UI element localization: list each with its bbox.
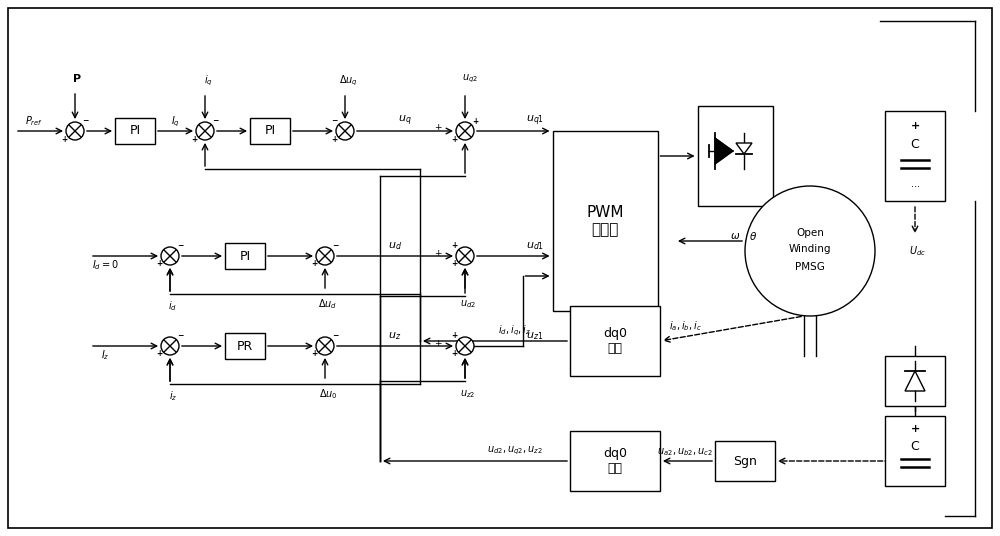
Text: P: P — [73, 74, 81, 84]
Text: PI: PI — [129, 124, 141, 138]
Text: $u_{d1}$: $u_{d1}$ — [526, 240, 544, 252]
Text: ...: ... — [910, 179, 920, 189]
Text: PR: PR — [237, 339, 253, 353]
Text: −: − — [177, 331, 183, 340]
Text: +: + — [451, 349, 458, 359]
Circle shape — [316, 247, 334, 265]
Text: +: + — [191, 135, 198, 144]
Text: +: + — [451, 135, 458, 144]
Text: −: − — [332, 242, 338, 250]
Text: $u_{z1}$: $u_{z1}$ — [526, 330, 544, 342]
Text: −: − — [332, 331, 338, 340]
Text: $u_{q2}$: $u_{q2}$ — [462, 73, 478, 85]
Text: Sgn: Sgn — [733, 455, 757, 467]
Circle shape — [66, 122, 84, 140]
Text: Open: Open — [796, 228, 824, 238]
Text: +: + — [451, 259, 458, 269]
Text: +: + — [61, 135, 68, 144]
Text: PI: PI — [239, 249, 251, 263]
Text: $\theta$: $\theta$ — [749, 230, 757, 242]
Circle shape — [161, 337, 179, 355]
Text: PI: PI — [264, 124, 276, 138]
Text: +: + — [434, 249, 442, 257]
Text: +: + — [156, 349, 163, 359]
Text: dq0
变换: dq0 变换 — [603, 327, 627, 355]
Text: $P_{ref}$: $P_{ref}$ — [25, 114, 43, 128]
Polygon shape — [715, 138, 733, 164]
Circle shape — [456, 122, 474, 140]
Text: $u_{z2}$: $u_{z2}$ — [460, 388, 476, 400]
Circle shape — [196, 122, 214, 140]
Text: $i_d, i_q, i_z$: $i_d, i_q, i_z$ — [498, 324, 532, 338]
Text: $u_d$: $u_d$ — [388, 240, 402, 252]
Text: $\omega$: $\omega$ — [730, 231, 740, 241]
Bar — [225, 333, 265, 359]
Circle shape — [161, 247, 179, 265]
Text: $u_z$: $u_z$ — [388, 330, 402, 342]
Text: $\Delta u_q$: $\Delta u_q$ — [339, 74, 357, 88]
Bar — [552, 131, 658, 311]
Text: −: − — [177, 242, 183, 250]
Text: $u_{d2}$: $u_{d2}$ — [460, 298, 476, 310]
Text: −: − — [212, 116, 218, 125]
Text: $i_z$: $i_z$ — [169, 389, 177, 403]
Text: +: + — [311, 259, 318, 269]
Bar — [698, 106, 772, 206]
Text: $i_q$: $i_q$ — [204, 74, 212, 88]
Text: $i_d$: $i_d$ — [168, 299, 178, 313]
Bar — [570, 431, 660, 491]
Text: Winding: Winding — [789, 244, 831, 254]
Text: $I_d=0$: $I_d=0$ — [92, 258, 118, 272]
Text: C: C — [911, 440, 919, 452]
Text: $u_{q1}$: $u_{q1}$ — [526, 114, 544, 128]
Text: $i_a, i_b, i_c$: $i_a, i_b, i_c$ — [669, 319, 701, 333]
Text: +: + — [434, 339, 442, 347]
Circle shape — [745, 186, 875, 316]
Text: +: + — [910, 121, 920, 131]
Text: −: − — [331, 116, 338, 125]
Text: +: + — [910, 424, 920, 434]
Circle shape — [456, 337, 474, 355]
Text: $\Delta u_0$: $\Delta u_0$ — [319, 387, 337, 401]
Circle shape — [336, 122, 354, 140]
Text: +: + — [311, 349, 318, 359]
Bar — [885, 416, 945, 486]
Text: dq0
变换: dq0 变换 — [603, 447, 627, 475]
Bar — [885, 356, 945, 406]
Text: $I_z$: $I_z$ — [101, 348, 109, 362]
Text: C: C — [911, 138, 919, 151]
Text: $u_q$: $u_q$ — [398, 114, 412, 128]
Text: $\Delta u_d$: $\Delta u_d$ — [318, 297, 338, 311]
Text: PWM
发生器: PWM 发生器 — [586, 205, 624, 237]
Text: $u_{d2}, u_{q2}, u_{z2}$: $u_{d2}, u_{q2}, u_{z2}$ — [487, 445, 543, 457]
Text: PMSG: PMSG — [795, 262, 825, 272]
Text: −: − — [82, 116, 88, 125]
Bar — [715, 441, 775, 481]
Text: +: + — [451, 242, 458, 250]
Text: +: + — [156, 259, 163, 269]
Text: +: + — [434, 123, 442, 132]
Polygon shape — [736, 143, 752, 154]
Bar — [570, 306, 660, 376]
Bar — [250, 118, 290, 144]
Text: +: + — [472, 116, 478, 125]
Text: $I_q$: $I_q$ — [171, 115, 179, 129]
Polygon shape — [905, 371, 925, 391]
Text: +: + — [331, 135, 338, 144]
Circle shape — [316, 337, 334, 355]
Text: +: + — [451, 331, 458, 340]
Bar — [115, 118, 155, 144]
Bar — [885, 111, 945, 201]
Bar — [225, 243, 265, 269]
Text: $u_{a2}, u_{b2}, u_{c2}$: $u_{a2}, u_{b2}, u_{c2}$ — [657, 446, 713, 458]
Circle shape — [456, 247, 474, 265]
Text: $U_{dc}$: $U_{dc}$ — [909, 244, 927, 258]
